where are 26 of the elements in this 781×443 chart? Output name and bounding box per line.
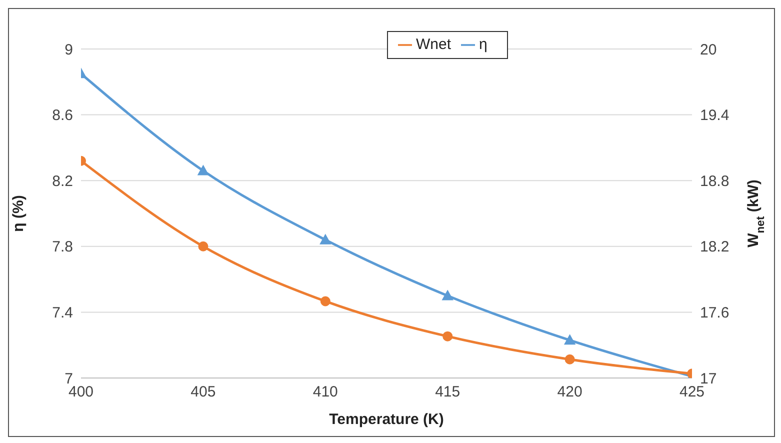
point xyxy=(198,241,208,252)
x-tick-label: 415 xyxy=(435,384,460,401)
y2-tick-label: 20 xyxy=(700,41,717,58)
y2-tick-label: 18.8 xyxy=(700,172,730,190)
point xyxy=(564,354,575,364)
x-tick-label: 410 xyxy=(312,384,338,401)
point xyxy=(564,334,576,345)
legend-label: Wnet xyxy=(416,36,452,53)
y-tick-label: 8.2 xyxy=(52,172,73,190)
y2-tick-label: 19.4 xyxy=(700,107,730,124)
point xyxy=(320,234,331,244)
y-tick-label: 8.6 xyxy=(52,107,73,124)
y-axis-title: η (%) xyxy=(10,195,27,232)
point xyxy=(320,296,330,306)
y2-tick-label: 17.6 xyxy=(700,304,730,322)
x-tick-label: 420 xyxy=(557,384,582,401)
point xyxy=(442,331,453,342)
x-axis-title: Temperature (K) xyxy=(329,411,444,428)
y-tick-label: 7.8 xyxy=(52,238,73,256)
y-tick-label: 7.4 xyxy=(52,304,73,322)
x-tick-label: 405 xyxy=(190,384,216,401)
point xyxy=(198,165,209,176)
point xyxy=(442,290,454,300)
y2-tick-label: 18.2 xyxy=(700,238,730,256)
legend-label: η xyxy=(479,36,488,53)
y-tick-label: 9 xyxy=(64,41,73,58)
